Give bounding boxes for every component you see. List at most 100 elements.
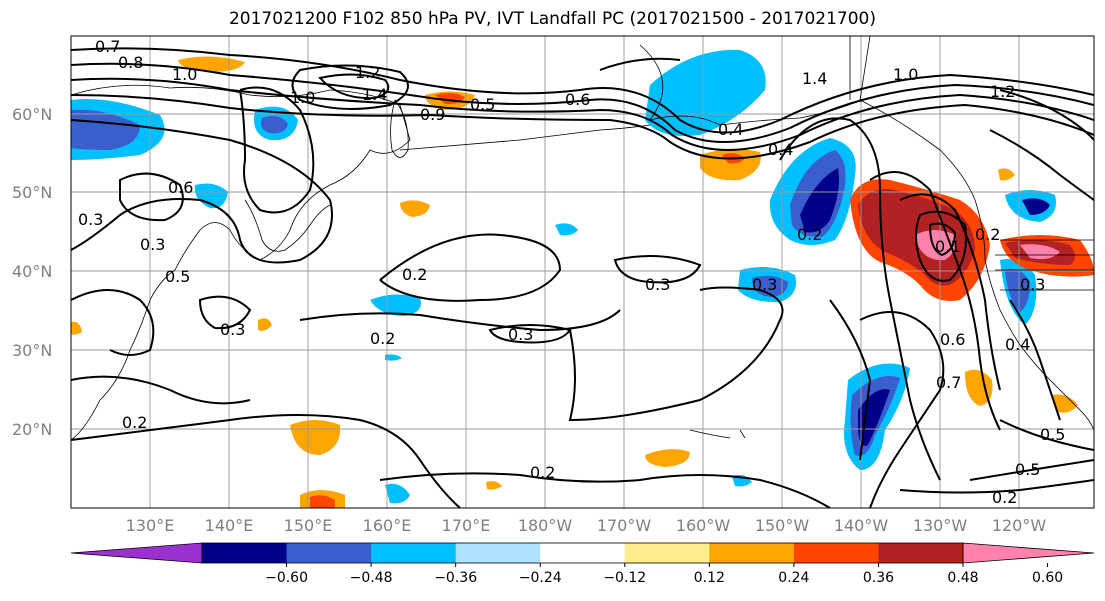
lon-label: 140°E xyxy=(205,516,254,535)
contour-label: 0.6 xyxy=(168,178,193,197)
positive-pv-patch xyxy=(71,321,82,335)
contour-label: 1.4 xyxy=(362,85,387,104)
map-title: 2017021200 F102 850 hPa PV, IVT Landfall… xyxy=(228,9,876,29)
contour-label: 0.1 xyxy=(935,237,960,256)
negative-pv-patch xyxy=(555,223,578,236)
contour-label: 0.2 xyxy=(797,225,822,244)
contour-label: 0.2 xyxy=(402,265,427,284)
colorbar-segment xyxy=(624,543,710,563)
canada-border xyxy=(849,36,1094,291)
contour-label: 1.2 xyxy=(990,82,1015,101)
colorbar-frame xyxy=(201,542,964,564)
negative-pv-patch xyxy=(1022,198,1050,215)
contour-label: 0.2 xyxy=(530,463,555,482)
positive-pv-patch xyxy=(965,369,993,406)
positive-pv-patch xyxy=(290,420,341,455)
contour-label: 0.3 xyxy=(220,320,245,339)
colorbar-extend-min xyxy=(70,542,203,564)
plot-frame xyxy=(70,35,1095,509)
colorbar-tick-label: −0.36 xyxy=(434,570,477,586)
contour-label: 1.4 xyxy=(802,69,827,88)
negative-pv-patch xyxy=(370,294,421,316)
contour-label: 0.5 xyxy=(1015,460,1040,479)
coastlines xyxy=(71,36,1094,441)
kamchatka-coastline xyxy=(390,99,409,158)
map-plot-area: 0.7 0.8 1.0 1.2 1.4 1.0 0.6 0.5 0.9 1.4 … xyxy=(71,36,1094,508)
contour-label: 0.5 xyxy=(470,95,495,114)
colorbar-segment xyxy=(202,543,288,563)
contour-label: 1.0 xyxy=(290,88,315,107)
longitude-labels: 130°E 140°E 150°E 160°E 170°E 180°W 170°… xyxy=(126,516,1047,535)
contour-label: 0.7 xyxy=(936,373,961,392)
positive-pv-patch xyxy=(486,481,502,490)
contour-label: 1.0 xyxy=(893,65,918,84)
colorbar-segment xyxy=(455,543,541,563)
colorbar-tick-label: −0.60 xyxy=(265,570,308,586)
asia-coastline xyxy=(71,84,411,441)
lon-label: 170°W xyxy=(597,516,652,535)
colorbar: −0.60 −0.48 −0.36 −0.24 −0.12 0.12 0.24 0.36 0.4… xyxy=(70,542,1095,586)
colorbar-tick-label: −0.48 xyxy=(350,570,393,586)
colorbar-tick-label: 0.24 xyxy=(778,570,809,586)
colorbar-segment xyxy=(793,543,879,563)
japan-coastline xyxy=(244,199,331,252)
contour-label: 0.3 xyxy=(78,210,103,229)
contour-label: 1.2 xyxy=(355,63,380,82)
negative-pv-patch xyxy=(385,483,410,504)
negative-pv-patch xyxy=(1005,268,1030,312)
contour-label: 0.3 xyxy=(1020,275,1045,294)
contour-label: 0.3 xyxy=(508,325,533,344)
contour-label: 0.5 xyxy=(165,267,190,286)
contour-label: 0.3 xyxy=(752,275,777,294)
contour-label: 0.4 xyxy=(768,140,793,159)
lon-label: 160°W xyxy=(676,516,731,535)
contour-label: 0.3 xyxy=(140,235,165,254)
lat-label-20n: 20°N xyxy=(12,420,52,439)
positive-pv-patch xyxy=(178,56,245,72)
contour-label: 0.5 xyxy=(1040,425,1065,444)
lat-label-60n: 60°N xyxy=(12,105,52,124)
colorbar-tick-label: 0.48 xyxy=(947,570,978,586)
lat-label-50n: 50°N xyxy=(12,183,52,202)
contour-labels: 0.7 0.8 1.0 1.2 1.4 1.0 0.6 0.5 0.9 1.4 … xyxy=(78,37,1065,507)
positive-pv-patch xyxy=(1052,394,1078,413)
positive-pv-patch xyxy=(400,200,430,217)
negative-pv-patch xyxy=(261,116,288,134)
contour-label: 1.0 xyxy=(172,65,197,84)
positive-pv-patch xyxy=(1020,244,1060,260)
contour-label: 0.3 xyxy=(645,275,670,294)
colorbar-tick-label: 0.60 xyxy=(1032,570,1063,586)
lon-label: 130°W xyxy=(913,516,968,535)
contour-label: 0.2 xyxy=(992,488,1017,507)
negative-pv-patch xyxy=(645,49,766,137)
lon-label: 160°E xyxy=(363,516,412,535)
lon-label: 150°E xyxy=(284,516,333,535)
lat-label-40n: 40°N xyxy=(12,262,52,281)
contour-label: 0.9 xyxy=(420,105,445,124)
positive-pv-patch xyxy=(310,495,335,508)
negative-pv-patch xyxy=(752,275,788,297)
lat-label-30n: 30°N xyxy=(12,341,52,360)
north-america-coastline xyxy=(859,99,1094,431)
contour-label: 0.2 xyxy=(370,329,395,348)
colorbar-extend-max xyxy=(962,542,1095,564)
colorbar-tick-label: 0.12 xyxy=(694,570,725,586)
colorbar-segment xyxy=(709,543,795,563)
lon-label: 150°W xyxy=(755,516,810,535)
lon-label: 170°E xyxy=(442,516,491,535)
aleutian-coastline xyxy=(399,124,651,151)
contour-label: 0.8 xyxy=(118,53,143,72)
lon-label: 140°W xyxy=(834,516,889,535)
contour-label: 0.6 xyxy=(565,90,590,109)
negative-pv-patch xyxy=(800,168,839,233)
colorbar-tick-label: −0.12 xyxy=(603,570,646,586)
positive-pv-patch xyxy=(998,168,1015,181)
positive-pv-patch xyxy=(645,449,690,467)
latitude-labels: 60°N 50°N 40°N 30°N 20°N xyxy=(12,105,52,439)
colorbar-segment xyxy=(371,543,457,563)
contour-label: 0.4 xyxy=(1005,335,1030,354)
colorbar-segment xyxy=(540,543,626,563)
negative-pv-patch xyxy=(385,354,402,361)
contour-label: 0.4 xyxy=(718,120,743,139)
